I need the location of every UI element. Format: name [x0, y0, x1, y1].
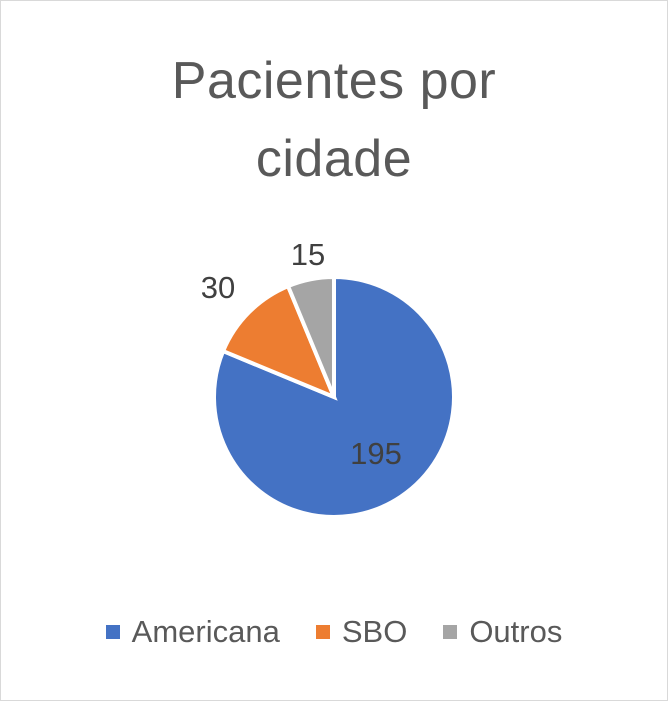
- legend-swatch-outros: [443, 625, 458, 639]
- legend-label-outros: Outros: [469, 614, 563, 649]
- legend-label-sbo: SBO: [341, 614, 408, 649]
- data-label-americana: 195: [350, 436, 402, 471]
- data-label-outros: 15: [291, 237, 325, 272]
- pie-slice-sbo: [220, 283, 338, 401]
- chart-title-line-2: cidade: [255, 130, 413, 188]
- legend-item-sbo: SBO: [315, 612, 408, 652]
- data-label-sbo: 30: [201, 270, 235, 305]
- pie-slice-outros: [285, 274, 336, 398]
- chart-title: Pacientes por cidade: [0, 42, 668, 198]
- chart-title-line-1: Pacientes por: [171, 52, 497, 110]
- legend-item-americana: Americana: [105, 612, 280, 652]
- legend-swatch-americana: [105, 625, 120, 639]
- legend-swatch-sbo: [315, 625, 330, 639]
- legend: Americana SBO Outros: [0, 612, 668, 652]
- legend-label-americana: Americana: [131, 614, 280, 649]
- legend-item-outros: Outros: [443, 612, 562, 652]
